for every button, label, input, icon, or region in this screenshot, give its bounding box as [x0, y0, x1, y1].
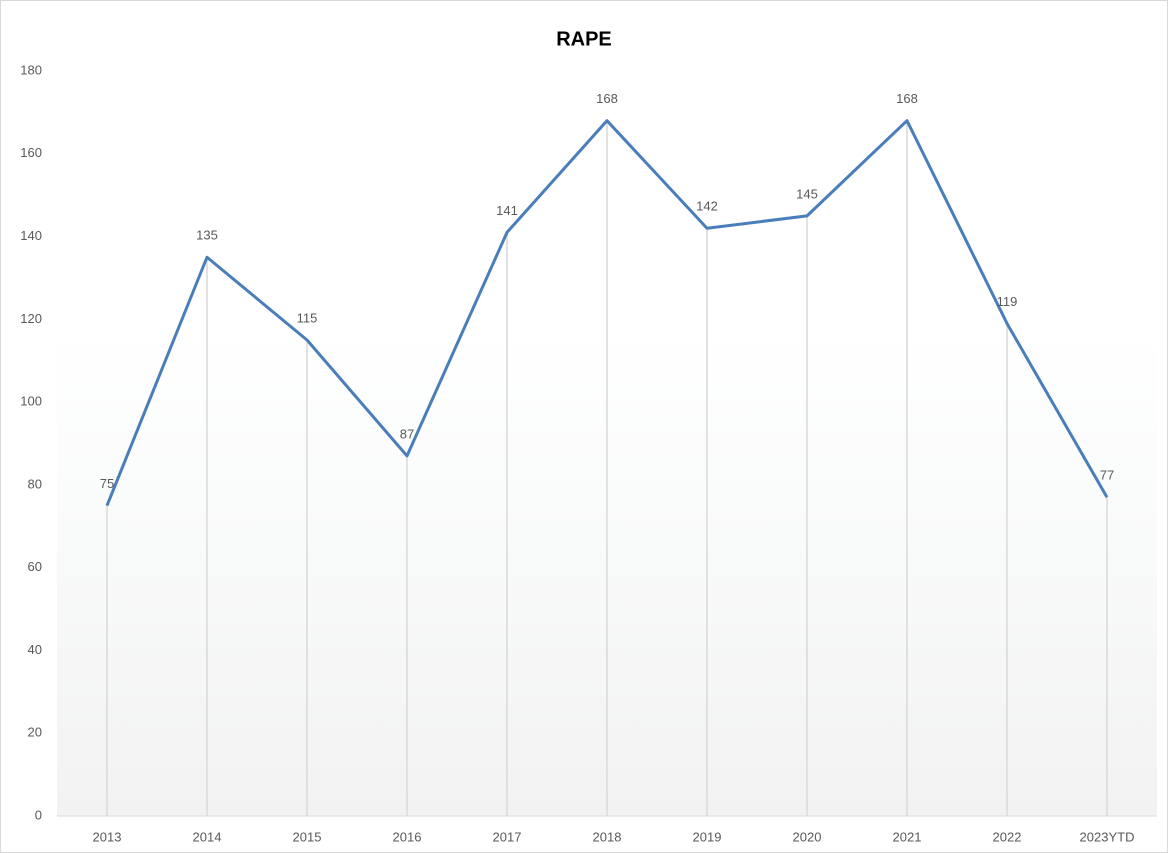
- x-tick-label: 2021: [893, 829, 922, 844]
- x-tick-label: 2022: [993, 829, 1022, 844]
- x-tick-label: 2017: [493, 829, 522, 844]
- data-label: 141: [496, 203, 518, 218]
- x-tick-label: 2016: [393, 829, 422, 844]
- x-tick-label: 2018: [593, 829, 622, 844]
- data-label: 87: [400, 426, 414, 441]
- x-tick-label: 2014: [193, 829, 222, 844]
- x-tick-label: 2020: [793, 829, 822, 844]
- line: [105, 119, 1109, 507]
- data-label: 135: [196, 228, 218, 243]
- x-tick-label: 2019: [693, 829, 722, 844]
- y-tick-label: 0: [35, 807, 42, 822]
- x-tick-label: 2023YTD: [1080, 829, 1135, 844]
- data-label: 119: [997, 294, 1018, 309]
- x-tick-label: 2015: [293, 829, 322, 844]
- data-label: 145: [796, 186, 818, 201]
- data-label: 168: [896, 91, 918, 106]
- y-tick-label: 60: [28, 559, 42, 574]
- y-tick-label: 40: [28, 642, 42, 657]
- y-tick-label: 20: [28, 725, 42, 740]
- data-label: 75: [100, 476, 114, 491]
- y-tick-label: 100: [20, 394, 42, 409]
- chart-title: RAPE: [556, 28, 612, 50]
- data-label: 142: [696, 199, 718, 214]
- data-label: 77: [1100, 468, 1114, 483]
- y-tick-label: 80: [28, 476, 42, 491]
- y-tick-label: 120: [20, 311, 42, 326]
- x-tick-label: 2013: [93, 829, 122, 844]
- y-tick-label: 140: [20, 228, 42, 243]
- y-tick-label: 180: [20, 62, 42, 77]
- y-tick-label: 160: [20, 145, 42, 160]
- data-label: 168: [596, 91, 618, 106]
- data-label: 115: [297, 310, 318, 325]
